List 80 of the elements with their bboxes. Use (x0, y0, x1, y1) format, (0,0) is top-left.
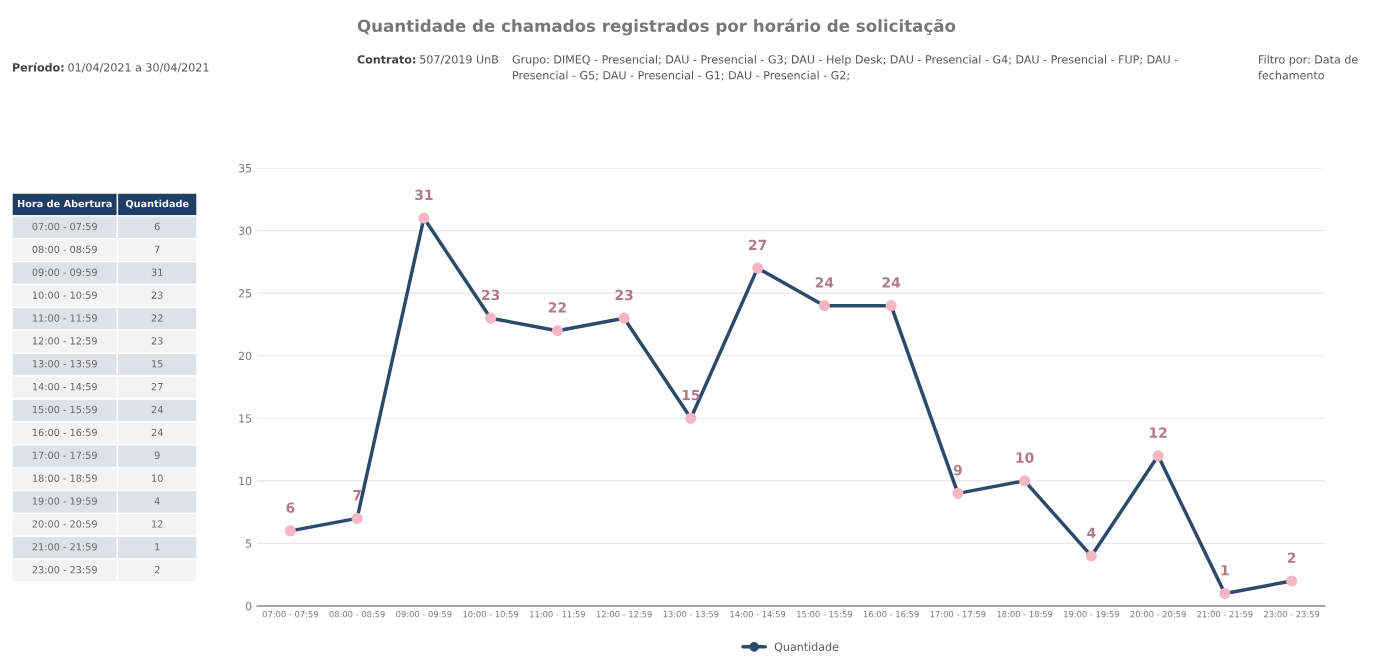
category-label: 21:00 - 21:59 (32, 543, 97, 551)
y-tick-label: 25 (238, 289, 252, 298)
x-tick-label: 09:00 - 09:59 (396, 611, 452, 618)
text: Contrato: 507/2019 UnB (357, 55, 499, 65)
category-label: 20:00 - 20:59 (32, 520, 97, 528)
category-label: 18:00 - 18:59 (32, 474, 97, 482)
text: Quantidade (125, 199, 189, 209)
data-label: 4 (154, 497, 160, 505)
y-tick-label: 15 (239, 414, 252, 423)
legend-label: Quantidade (774, 642, 839, 653)
chart-title: Quantidade de chamados registrados por horário de solicitação (357, 18, 956, 36)
x-tick-label: 16:00 - 16:59 (863, 611, 919, 618)
x-tick-label: 15:00 - 15:59 (797, 611, 852, 618)
data-label: 22 (151, 314, 163, 322)
data-label: 4 (1087, 527, 1096, 538)
x-tick-label: 21:00 - 21:59 (1197, 611, 1253, 618)
x-tick-label: 07:00 - 07:59 (262, 611, 318, 618)
y-tick-label: 20 (238, 351, 252, 361)
data-label: 7 (154, 245, 160, 253)
category-label: 16:00 - 16:59 (32, 428, 97, 437)
x-tick-label: 20:00 - 20:59 (1130, 611, 1186, 618)
data-label: 31 (415, 189, 433, 201)
x-tick-label: 17:00 - 17:59 (930, 611, 986, 618)
data-label: 2 (154, 566, 160, 574)
data-label: 7 (353, 490, 361, 501)
data-label: 23 (615, 289, 633, 301)
category-label: 14:00 - 14:59 (32, 382, 97, 391)
text: Hora de Abertura (17, 199, 112, 208)
category-label: 17:00 - 17:59 (32, 451, 97, 459)
data-label: 10 (1016, 452, 1034, 463)
data-label: 31 (151, 268, 163, 276)
category-label: 09:00 - 09:59 (32, 268, 97, 276)
data-label: 24 (882, 277, 901, 288)
x-tick-label: 19:00 - 19:59 (1064, 611, 1119, 618)
x-tick-label: 08:00 - 08:59 (329, 611, 385, 618)
y-tick-label: 5 (245, 539, 252, 548)
category-label: 23:00 - 23:59 (32, 566, 97, 574)
data-label: 23 (151, 337, 163, 345)
data-label: 24 (151, 405, 163, 414)
data-label: 27 (749, 239, 767, 250)
category-label: 19:00 - 19:59 (32, 497, 97, 505)
category-label: 15:00 - 15:59 (32, 405, 97, 414)
category-label: 11:00 - 11:59 (32, 314, 97, 322)
data-label: 6 (154, 222, 160, 231)
x-tick-label: 11:00 - 11:59 (530, 611, 585, 618)
y-tick-label: 35 (238, 163, 252, 173)
data-label: 1 (1221, 565, 1229, 576)
data-label: 24 (151, 428, 163, 436)
x-tick-label: 13:00 - 13:59 (663, 611, 719, 618)
data-label: 27 (151, 382, 163, 391)
x-tick-label: 10:00 - 10:59 (463, 611, 519, 618)
data-label: 22 (548, 302, 566, 313)
text: Grupo: DIMEQ - Presencial; DAU - Presencial - G3; DAU - Help Desk; DAU - Presencial - G4; DAU - Presencial - FUP; DAU - Presencial - G5; DAU - Presencial - G1; DAU - Presencial - G2; (512, 55, 1178, 81)
data-label: 9 (154, 451, 160, 459)
y-tick-label: 30 (238, 226, 252, 235)
data-label: 12 (152, 520, 163, 528)
data-label: 2 (1287, 552, 1296, 563)
data-label: 15 (152, 360, 163, 368)
y-tick-label: 10 (239, 476, 252, 486)
category-label: 07:00 - 07:59 (32, 222, 97, 231)
y-tick-label: 0 (245, 601, 252, 611)
data-label: 15 (682, 389, 700, 401)
category-label: 08:00 - 08:59 (32, 245, 97, 254)
data-label: 9 (953, 464, 962, 476)
text: Período: 01/04/2021 a 30/04/2021 (13, 62, 209, 73)
category-label: 12:00 - 12:59 (32, 337, 97, 345)
category-label: 13:00 - 13:59 (32, 360, 97, 368)
data-label: 12 (1150, 427, 1167, 438)
text: Filtro por: Data de fechamento (1258, 55, 1358, 80)
x-tick-label: 18:00 - 18:59 (997, 611, 1053, 618)
data-label: 24 (815, 277, 834, 288)
data-label: 23 (482, 289, 500, 301)
data-label: 10 (152, 474, 163, 482)
x-tick-label: 12:00 - 12:59 (596, 611, 652, 618)
x-tick-label: 23:00 - 23:59 (1264, 611, 1320, 618)
x-tick-label: 14:00 - 14:59 (730, 611, 786, 618)
data-label: 23 (151, 291, 163, 299)
data-label: 6 (286, 502, 295, 513)
category-label: 10:00 - 10:59 (32, 291, 97, 299)
data-label: 1 (155, 543, 160, 551)
